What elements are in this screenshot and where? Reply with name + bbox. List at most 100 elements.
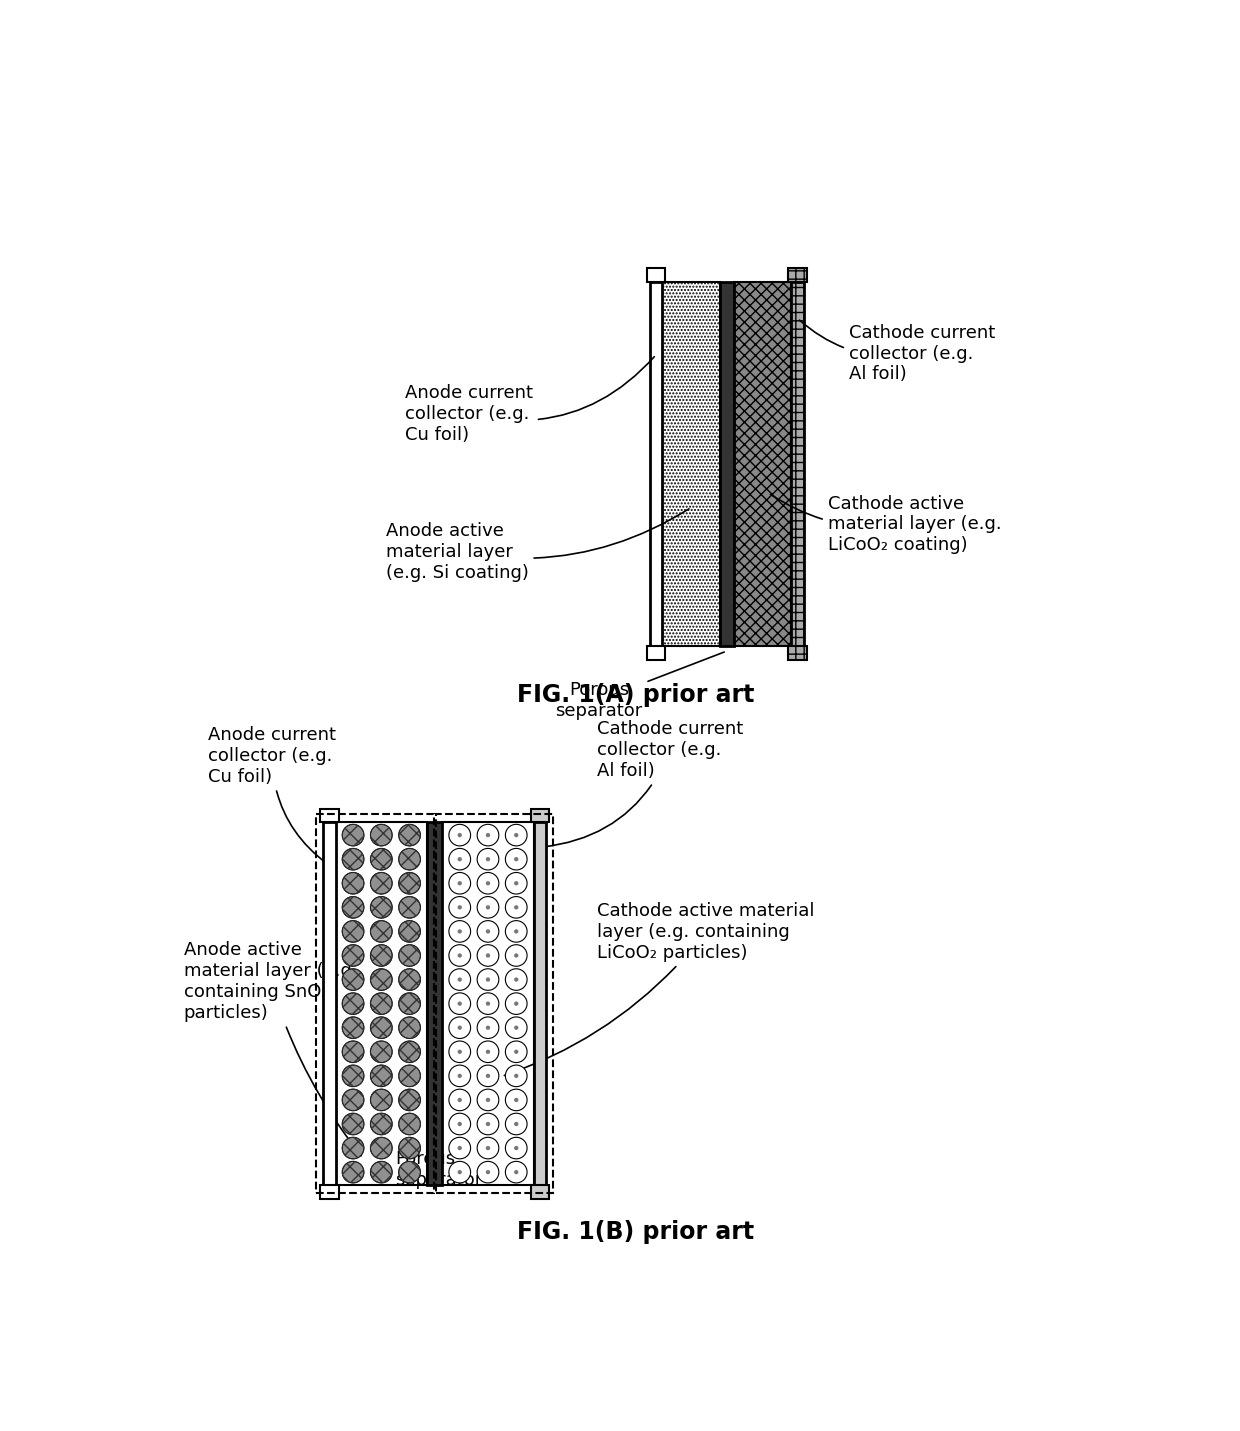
Ellipse shape: [477, 993, 498, 1015]
Ellipse shape: [449, 824, 471, 846]
Ellipse shape: [371, 1017, 392, 1039]
Ellipse shape: [506, 920, 527, 942]
Ellipse shape: [515, 1073, 518, 1078]
Ellipse shape: [486, 929, 490, 933]
Ellipse shape: [342, 1113, 363, 1135]
Text: Anode active
material layer (e.g.
containing SnO₂
particles): Anode active material layer (e.g. contai…: [184, 942, 361, 1156]
Ellipse shape: [449, 993, 471, 1015]
Bar: [647, 268, 666, 282]
Ellipse shape: [371, 824, 392, 846]
Ellipse shape: [371, 897, 392, 919]
Ellipse shape: [477, 1138, 498, 1159]
Ellipse shape: [399, 1040, 420, 1063]
Ellipse shape: [371, 849, 392, 870]
Ellipse shape: [342, 1065, 363, 1086]
Ellipse shape: [399, 1162, 420, 1183]
Ellipse shape: [371, 920, 392, 942]
Ellipse shape: [458, 1171, 463, 1175]
Bar: [720, 282, 734, 645]
Ellipse shape: [515, 833, 518, 837]
Ellipse shape: [342, 944, 363, 966]
Ellipse shape: [399, 920, 420, 942]
Ellipse shape: [506, 897, 527, 919]
Ellipse shape: [458, 953, 463, 957]
Text: FIG. 1(A) prior art: FIG. 1(A) prior art: [517, 683, 754, 707]
Ellipse shape: [477, 897, 498, 919]
Ellipse shape: [506, 1089, 527, 1110]
Ellipse shape: [506, 1113, 527, 1135]
Ellipse shape: [515, 1002, 518, 1006]
Bar: [734, 282, 791, 645]
Ellipse shape: [486, 1098, 490, 1102]
Ellipse shape: [515, 977, 518, 982]
Text: FIG. 1(B) prior art: FIG. 1(B) prior art: [517, 1219, 754, 1244]
Ellipse shape: [342, 897, 363, 919]
Ellipse shape: [506, 1138, 527, 1159]
Ellipse shape: [477, 824, 498, 846]
Ellipse shape: [506, 969, 527, 990]
Ellipse shape: [371, 993, 392, 1015]
Ellipse shape: [449, 969, 471, 990]
Ellipse shape: [342, 1162, 363, 1183]
Ellipse shape: [371, 1138, 392, 1159]
Bar: [531, 809, 549, 821]
Ellipse shape: [486, 881, 490, 886]
Ellipse shape: [486, 857, 490, 861]
Ellipse shape: [477, 920, 498, 942]
Ellipse shape: [342, 1138, 363, 1159]
Ellipse shape: [449, 897, 471, 919]
Ellipse shape: [449, 1138, 471, 1159]
Ellipse shape: [399, 969, 420, 990]
Ellipse shape: [342, 969, 363, 990]
Ellipse shape: [515, 1026, 518, 1030]
Ellipse shape: [399, 849, 420, 870]
Ellipse shape: [486, 1146, 490, 1151]
Ellipse shape: [449, 944, 471, 966]
Ellipse shape: [477, 1162, 498, 1183]
Ellipse shape: [458, 977, 463, 982]
Ellipse shape: [477, 1089, 498, 1110]
Bar: [443, 821, 533, 1185]
Ellipse shape: [371, 1040, 392, 1063]
Ellipse shape: [342, 1017, 363, 1039]
Ellipse shape: [399, 1138, 420, 1159]
Ellipse shape: [515, 929, 518, 933]
Ellipse shape: [506, 849, 527, 870]
Text: Anode active
material layer
(e.g. Si coating): Anode active material layer (e.g. Si coa…: [386, 509, 689, 581]
Bar: [789, 268, 806, 282]
Ellipse shape: [399, 824, 420, 846]
Ellipse shape: [486, 977, 490, 982]
Text: Cathode active material
layer (e.g. containing
LiCoO₂ particles): Cathode active material layer (e.g. cont…: [505, 902, 815, 1076]
Ellipse shape: [449, 1089, 471, 1110]
Ellipse shape: [477, 1017, 498, 1039]
Ellipse shape: [458, 929, 463, 933]
Ellipse shape: [458, 857, 463, 861]
Bar: [427, 821, 443, 1185]
Bar: [531, 1185, 549, 1199]
Ellipse shape: [342, 993, 363, 1015]
Ellipse shape: [486, 1026, 490, 1030]
Ellipse shape: [486, 1171, 490, 1175]
Ellipse shape: [486, 1049, 490, 1055]
Ellipse shape: [449, 1162, 471, 1183]
Ellipse shape: [477, 1113, 498, 1135]
Bar: [533, 821, 546, 1185]
Ellipse shape: [458, 881, 463, 886]
Ellipse shape: [506, 1162, 527, 1183]
Bar: [650, 282, 662, 645]
Ellipse shape: [506, 1017, 527, 1039]
Ellipse shape: [449, 1040, 471, 1063]
Text: Anode current
collector (e.g.
Cu foil): Anode current collector (e.g. Cu foil): [208, 726, 336, 864]
Ellipse shape: [477, 1065, 498, 1086]
Ellipse shape: [458, 1073, 463, 1078]
Ellipse shape: [371, 1162, 392, 1183]
Bar: [324, 821, 336, 1185]
Bar: [791, 282, 804, 645]
Ellipse shape: [458, 1002, 463, 1006]
Ellipse shape: [449, 873, 471, 894]
Ellipse shape: [515, 1049, 518, 1055]
Ellipse shape: [342, 1089, 363, 1110]
Ellipse shape: [477, 873, 498, 894]
Ellipse shape: [399, 1065, 420, 1086]
Ellipse shape: [458, 833, 463, 837]
